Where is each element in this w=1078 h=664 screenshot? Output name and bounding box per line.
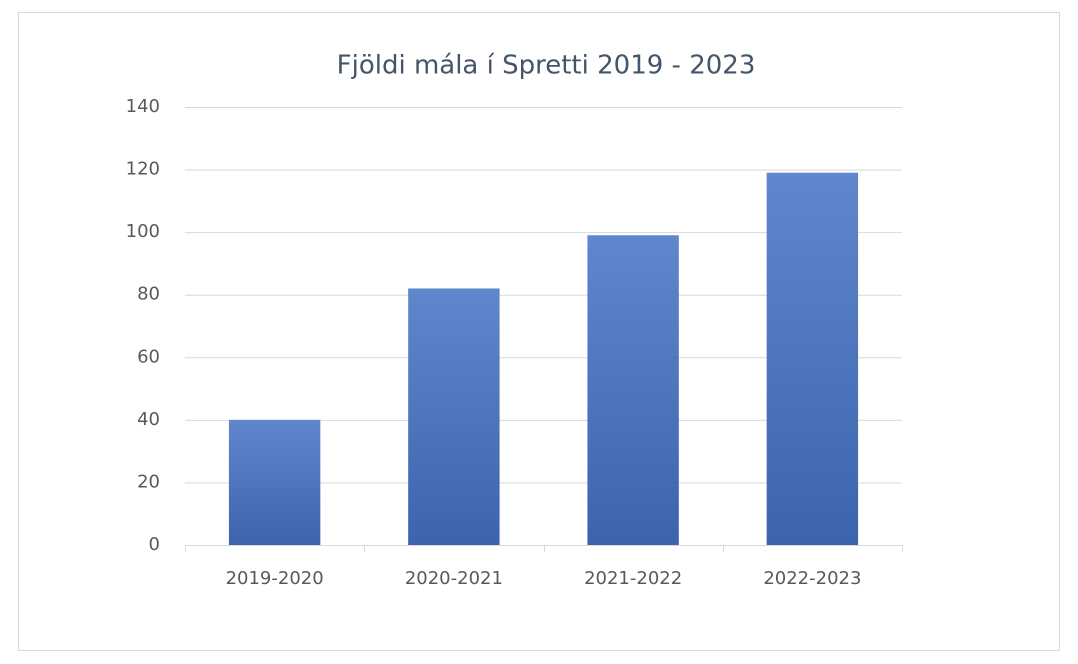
bar: [766, 172, 859, 545]
y-tick-label: 40: [137, 409, 160, 430]
bar: [228, 419, 321, 545]
y-tick-label: 100: [126, 221, 160, 242]
chart-frame: [18, 12, 1060, 651]
bar: [587, 235, 679, 545]
bar: [408, 288, 500, 545]
x-tick-label: 2021-2022: [584, 568, 682, 589]
y-tick-label: 120: [126, 159, 160, 180]
y-tick-label: 0: [149, 534, 160, 555]
x-tick-label: 2019-2020: [226, 568, 324, 589]
y-tick-label: 80: [137, 284, 160, 305]
y-tick-label: 20: [137, 471, 160, 492]
x-tick-label: 2020-2021: [405, 568, 503, 589]
y-tick-label: 140: [126, 96, 160, 117]
y-tick-label: 60: [137, 346, 160, 367]
chart-title: Fjöldi mála í Spretti 2019 - 2023: [337, 51, 756, 81]
x-tick-label: 2022-2023: [763, 568, 861, 589]
